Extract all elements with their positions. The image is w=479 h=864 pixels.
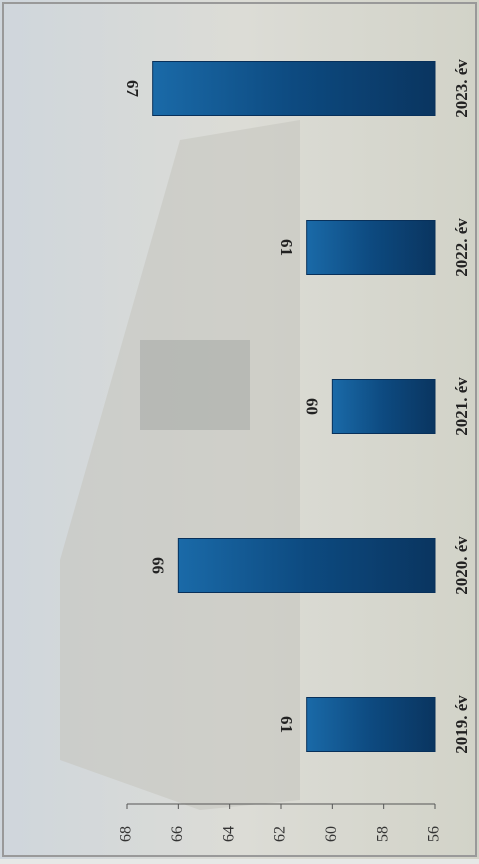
y-tick-label: 56: [426, 826, 443, 842]
building-photo: [140, 340, 250, 430]
bar: [153, 62, 435, 116]
bar: [332, 380, 435, 434]
x-tick-label: 2021. év: [452, 377, 471, 436]
data-label: 66: [148, 557, 167, 574]
data-label: 60: [302, 398, 321, 415]
y-tick-label: 64: [220, 826, 237, 842]
data-label: 61: [277, 716, 296, 733]
y-tick-label: 68: [118, 826, 135, 842]
y-tick-label: 66: [169, 826, 186, 842]
y-tick-label: 60: [323, 826, 340, 842]
y-tick-label: 58: [374, 826, 391, 842]
page: 56 58 60 62 64 66 68 2019. év 61 2020. év 66 2021. …: [0, 0, 479, 859]
x-tick-label: 2022. év: [452, 218, 471, 277]
data-label: 61: [277, 239, 296, 256]
bar: [178, 539, 435, 593]
bar: [307, 221, 435, 275]
x-tick-label: 2019. év: [452, 695, 471, 754]
x-tick-label: 2020. év: [452, 536, 471, 595]
data-label: 67: [123, 80, 142, 98]
bar: [307, 698, 435, 752]
x-tick-label: 2023. év: [452, 59, 471, 118]
chart: 56 58 60 62 64 66 68 2019. év 61 2020. év 66 2021. …: [0, 0, 479, 859]
y-tick-label: 62: [272, 826, 289, 842]
